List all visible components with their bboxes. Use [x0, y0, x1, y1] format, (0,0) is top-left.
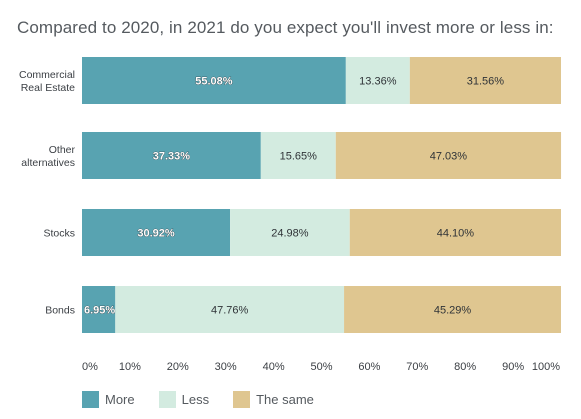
legend-label-more: More — [105, 392, 135, 407]
legend-item-more: More — [82, 391, 135, 408]
bar-the-same-other-alternatives — [335, 132, 562, 179]
bar-more-commercial-real-estate — [82, 57, 346, 104]
legend-item-less: Less — [158, 391, 210, 408]
x-tick-label-10: 10% — [119, 361, 141, 373]
x-tick-label-40: 40% — [263, 361, 285, 373]
x-tick-label-70: 70% — [406, 361, 428, 373]
data-label-the-same-commercial-real-estate: 31.56% — [467, 76, 505, 88]
legend-label-the-same: The same — [256, 392, 314, 407]
data-label-less-commercial-real-estate: 13.36% — [359, 76, 397, 88]
legend-item-the-same: The same — [233, 391, 314, 408]
x-tick-label-50: 50% — [310, 361, 332, 373]
category-label-stocks: Stocks — [43, 228, 75, 240]
data-label-less-stocks: 24.98% — [271, 228, 309, 240]
legend-swatch-the-same — [233, 391, 251, 408]
legend-swatch-less — [158, 391, 176, 408]
bar-more-bonds — [82, 286, 116, 333]
data-label-more-stocks: 30.92% — [137, 228, 175, 240]
x-tick-label-30: 30% — [215, 361, 237, 373]
bar-less-stocks — [230, 209, 350, 256]
data-label-the-same-bonds: 45.29% — [434, 305, 472, 317]
category-label-commercial-real-estate: Commercial Real Estate — [19, 69, 75, 94]
data-label-more-bonds: 6.95% — [84, 305, 115, 317]
x-tick-label-60: 60% — [358, 361, 380, 373]
bar-less-bonds — [115, 286, 345, 333]
data-label-less-other-alternatives: 15.65% — [280, 151, 318, 163]
legend: More Less The same — [82, 391, 338, 408]
bar-the-same-bonds — [344, 286, 561, 333]
bar-the-same-commercial-real-estate — [409, 57, 561, 104]
x-tick-label-80: 80% — [454, 361, 476, 373]
data-label-the-same-stocks: 44.10% — [437, 228, 475, 240]
x-tick-label-0: 0% — [82, 361, 98, 373]
bar-more-other-alternatives — [82, 132, 261, 179]
x-tick-label-20: 20% — [167, 361, 189, 373]
legend-label-less: Less — [181, 392, 210, 407]
chart-title: Compared to 2020, in 2021 do you expect … — [17, 18, 554, 37]
category-label-bonds: Bonds — [45, 305, 75, 317]
legend-swatch-more — [82, 391, 99, 408]
x-tick-label-100: 100% — [532, 361, 560, 373]
data-label-more-commercial-real-estate: 55.08% — [195, 76, 233, 88]
bar-less-other-alternatives — [260, 132, 336, 179]
data-label-less-bonds: 47.76% — [211, 305, 249, 317]
bar-the-same-stocks — [349, 209, 561, 256]
bar-less-commercial-real-estate — [345, 57, 410, 104]
data-label-more-other-alternatives: 37.33% — [153, 151, 191, 163]
bar-more-stocks — [82, 209, 231, 256]
x-tick-label-90: 90% — [502, 361, 524, 373]
data-label-the-same-other-alternatives: 47.03% — [430, 151, 468, 163]
category-label-other-alternatives: Other alternatives — [21, 144, 75, 169]
